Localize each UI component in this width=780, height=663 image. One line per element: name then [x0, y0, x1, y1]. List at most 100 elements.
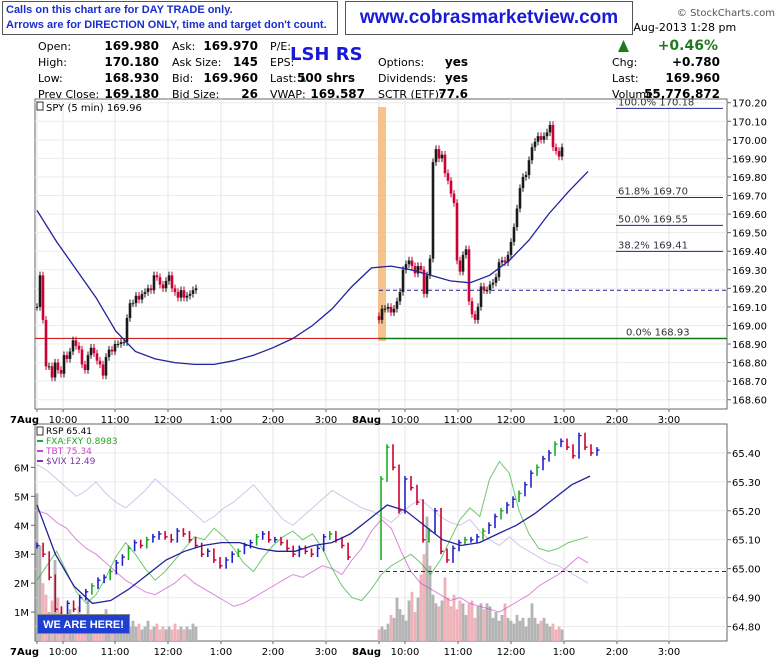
price-bar-body [68, 351, 72, 359]
last-label: Last: [270, 72, 297, 85]
price-bar-body [494, 277, 498, 283]
volume-bar [458, 600, 462, 641]
price-bar-body [554, 147, 558, 151]
price-bar-body [458, 260, 462, 272]
price-bar-body [380, 308, 384, 320]
y-tick-label: 169.40 [732, 247, 767, 258]
y-tick-label: 168.90 [732, 340, 767, 351]
price-bar-body [425, 275, 429, 294]
y-tick-label: 169.20 [732, 284, 767, 295]
price-bar-body [86, 355, 90, 371]
price-bar-body [389, 306, 393, 313]
price-panel: 168.60 168.70 168.80 168.90 169.00 169.10 169.… [34, 97, 767, 410]
pe-label: P/E: [270, 40, 291, 53]
quote-value: 26 [241, 87, 258, 101]
volume-bar [467, 603, 471, 641]
price-bar-body [140, 293, 144, 300]
price-bar-body [83, 364, 87, 371]
price-bar-body [515, 208, 519, 228]
legend-entry: TBT 75.34 [45, 447, 92, 457]
quote-value: 170.180 [104, 55, 159, 69]
quote-label: Bid Size: [172, 88, 219, 101]
volume-bar [497, 620, 501, 641]
y-tick-label: 169.30 [732, 266, 767, 277]
volume-bar [509, 620, 513, 641]
price-bar-body [500, 260, 504, 263]
y-tick-label: 170.20 [732, 99, 767, 110]
day-trade-notice: Calls on this chart are for DAY TRADE on… [2, 1, 338, 35]
volume-bar [530, 603, 534, 641]
last-size-value: 500 shrs [297, 71, 355, 85]
vwap-label: VWAP: [270, 88, 306, 101]
price-bar-body [71, 340, 75, 352]
price-bar-body [53, 362, 57, 378]
volume-bar [422, 554, 426, 641]
volume-bar [383, 629, 387, 641]
volume-bar [470, 600, 474, 641]
sctr-label: SCTR (ETF): [378, 88, 443, 101]
quote-label: Ask Size: [172, 56, 221, 69]
quote-value: 169.970 [203, 39, 258, 53]
price-bar-body [551, 124, 555, 148]
fib-level-label: 100.0% 170.18 [618, 97, 694, 108]
price-bar-body [149, 288, 153, 291]
volume-bar [542, 617, 546, 641]
quote-label: Chg: [612, 56, 637, 69]
volume-bar [194, 626, 198, 641]
price-bar-body [104, 357, 108, 376]
gap-highlight [378, 107, 386, 341]
price-bar-body [128, 303, 132, 319]
volume-bar [473, 617, 477, 641]
volume-tick-label: 1M [14, 608, 29, 619]
price-bar-body [422, 269, 426, 294]
volume-bar [392, 617, 396, 641]
x-tick-label: 1:00 [210, 415, 232, 426]
volume-bar [143, 626, 147, 641]
volume-bar [551, 623, 555, 641]
price-bar-body [434, 149, 438, 163]
x-tick-label: 1:00 [210, 647, 232, 658]
price-bar-body [419, 266, 423, 270]
price-bar-body [50, 366, 54, 378]
y-tick-label: 65.40 [732, 449, 761, 460]
legend-entry: RSP 65.41 [46, 427, 92, 437]
volume-bar [425, 516, 429, 641]
volume-bar [449, 606, 453, 641]
volume-bar [395, 597, 399, 641]
price-bar-body [158, 277, 162, 285]
price-bar-body [131, 303, 135, 305]
up-arrow-icon [618, 40, 629, 52]
price-bar-body [98, 360, 102, 365]
price-bar-body [125, 318, 129, 343]
volume-bar [452, 594, 456, 641]
volume-bar [191, 623, 195, 641]
quote-label: High: [38, 56, 67, 69]
quote-label: Volume: [612, 88, 657, 101]
price-bar-body [407, 260, 411, 265]
price-bar-body [194, 288, 198, 291]
price-bar-body [428, 258, 432, 276]
price-bar-body [383, 308, 387, 310]
price-bar-body [545, 132, 549, 137]
price-bar-body [38, 275, 42, 307]
volume-bar [146, 620, 150, 641]
volume-bar [155, 623, 159, 641]
quote-label: Prev Close: [38, 88, 99, 101]
legend-entry: FXA:FXY 0.8983 [46, 437, 118, 447]
x-tick-label: 2:00 [606, 415, 628, 426]
volume-bar [128, 626, 132, 641]
volume-bar [557, 626, 561, 641]
x-tick-label: 2:00 [262, 647, 284, 658]
price-bar-body [119, 342, 123, 345]
brand-url[interactable]: www.cobrasmarketview.com [359, 7, 619, 28]
y-tick-label: 169.00 [732, 321, 767, 332]
price-bar-body [155, 275, 159, 278]
x-tick-label: 3:00 [658, 647, 680, 658]
price-bar-body [533, 141, 537, 148]
price-bar-body [491, 282, 495, 285]
volume-bar [380, 626, 384, 641]
price-bar-body [74, 340, 78, 346]
volume-bar [524, 626, 528, 641]
y-tick-label: 65.00 [732, 565, 761, 576]
y-tick-label: 168.80 [732, 359, 767, 370]
